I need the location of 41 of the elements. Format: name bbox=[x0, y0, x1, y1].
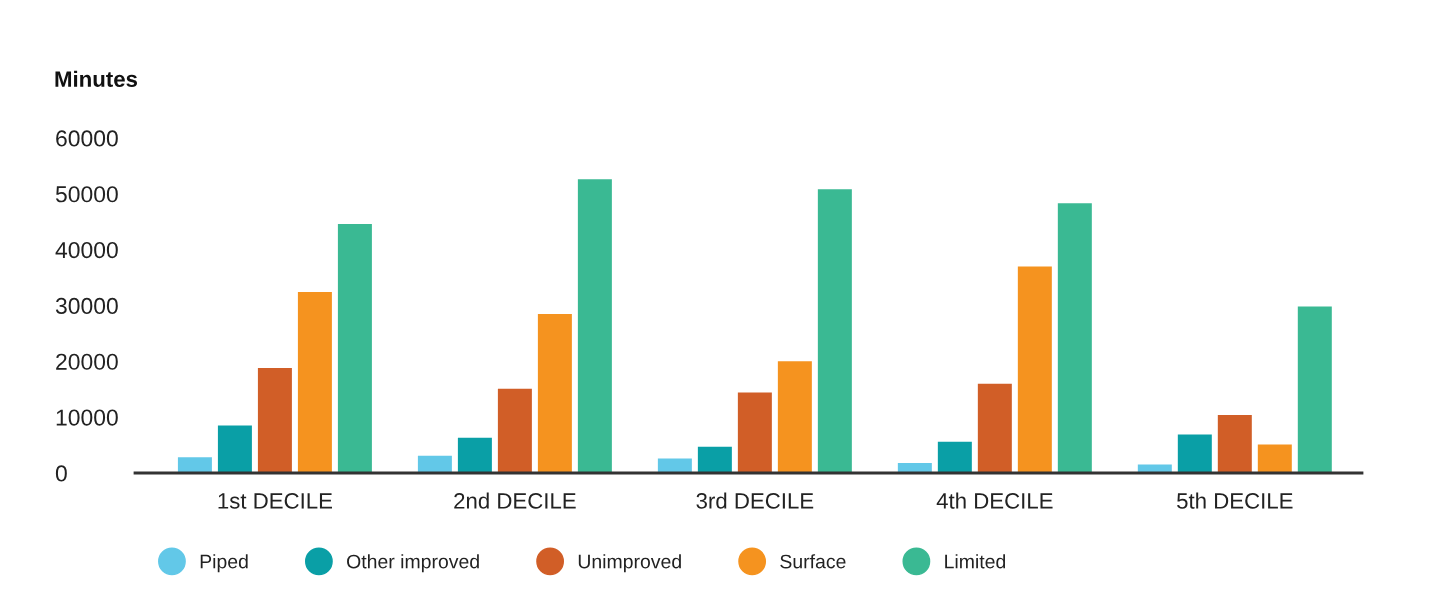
bar bbox=[737, 392, 772, 473]
x-tick-label: 3rd DECILE bbox=[696, 492, 814, 509]
bar bbox=[297, 292, 332, 473]
y-tick-label: 50000 bbox=[55, 186, 118, 203]
bar bbox=[777, 361, 812, 473]
x-tick-label: 2nd DECILE bbox=[454, 492, 576, 509]
legend-label: Piped bbox=[200, 554, 248, 573]
bar bbox=[1217, 414, 1252, 473]
legend-label: Unimproved bbox=[578, 554, 681, 573]
y-tick-label: 0 bbox=[55, 465, 67, 482]
bar bbox=[977, 383, 1012, 473]
bar bbox=[1297, 306, 1332, 473]
bar bbox=[177, 457, 212, 473]
x-tick-label: 4th DECILE bbox=[936, 492, 1053, 509]
y-tick-label: 40000 bbox=[55, 241, 118, 259]
bar bbox=[937, 441, 972, 473]
bar bbox=[697, 446, 732, 473]
y-tick-label: 30000 bbox=[55, 297, 118, 315]
bar bbox=[657, 458, 692, 473]
y-axis-title: Minutes bbox=[55, 70, 138, 87]
y-tick-label: 60000 bbox=[56, 130, 118, 147]
y-tick-label: 20000 bbox=[56, 353, 118, 370]
bar bbox=[1177, 434, 1212, 473]
y-tick-label: 10000 bbox=[56, 409, 118, 426]
bar bbox=[337, 223, 372, 473]
bar bbox=[417, 455, 452, 473]
bar bbox=[457, 437, 492, 473]
legend-label: Limited bbox=[945, 554, 1006, 569]
bar bbox=[537, 313, 572, 473]
bar bbox=[1017, 266, 1052, 473]
bar bbox=[257, 368, 292, 473]
legend-label: Surface bbox=[780, 554, 846, 569]
bar bbox=[217, 425, 252, 473]
legend-label: Other improved bbox=[347, 554, 479, 573]
bar bbox=[1057, 203, 1092, 473]
bar bbox=[817, 189, 852, 473]
x-tick-label: 5th DECILE bbox=[1177, 492, 1293, 509]
bar bbox=[1257, 444, 1292, 473]
bar bbox=[577, 179, 612, 473]
x-tick-label: 1st DECILE bbox=[218, 493, 332, 509]
bar bbox=[497, 388, 532, 473]
